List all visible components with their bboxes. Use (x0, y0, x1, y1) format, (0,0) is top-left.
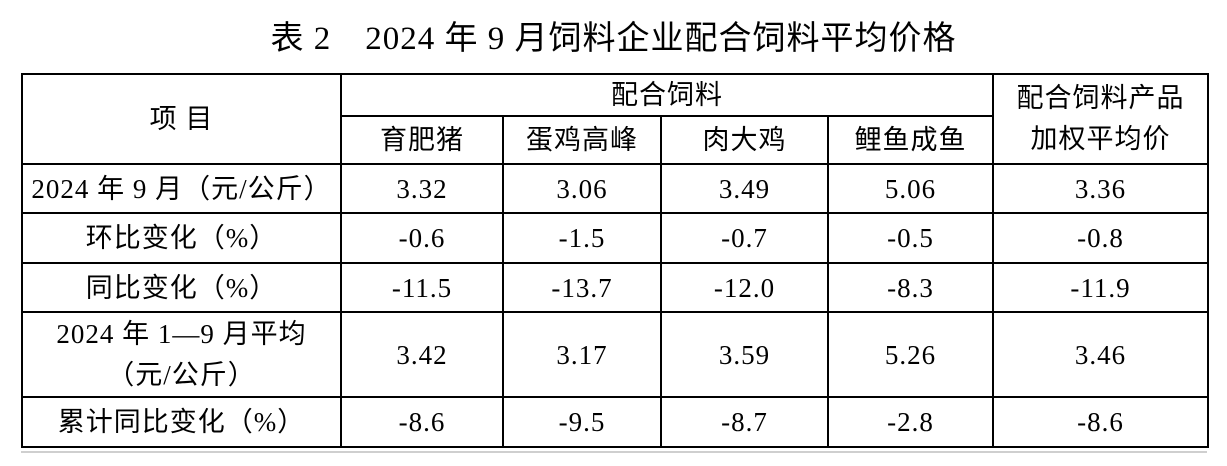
header-peak-laying-hen: 蛋鸡高峰 (502, 115, 662, 165)
cell-value: 5.06 (827, 163, 994, 214)
cell-value: 3.17 (502, 311, 662, 398)
table-title: 表 2 2024 年 9 月饲料企业配合饲料平均价格 (270, 21, 957, 57)
table-row-jan-sep-average: 2024 年 1—9 月平均 （元/公斤） 3.42 3.17 3.59 5.2… (21, 311, 1209, 398)
table-row-mom-change: 环比变化（%） -0.6 -1.5 -0.7 -0.5 -0.8 (21, 212, 1209, 264)
cell-value: -0.6 (340, 212, 504, 264)
header-adult-carp: 鲤鱼成鱼 (827, 115, 994, 165)
cell-value: 3.59 (660, 311, 829, 398)
cell-value: 3.42 (340, 311, 504, 398)
cell-value: -8.3 (827, 262, 994, 313)
header-weighted-average: 配合饲料产品 加权平均价 (992, 73, 1209, 165)
cell-value: -11.5 (340, 262, 504, 313)
header-compound-feed: 配合饲料 (340, 73, 994, 117)
cell-value: 3.36 (992, 163, 1209, 214)
cell-value: -8.7 (660, 396, 829, 448)
header-fattening-pig: 育肥猪 (340, 115, 504, 165)
cell-value: 5.26 (827, 311, 994, 398)
header-row-group: 项 目 配合饲料 配合饲料产品 加权平均价 (21, 73, 1209, 165)
cell-value: -0.8 (992, 212, 1209, 264)
cell-value: 3.46 (992, 311, 1209, 398)
table-row-cumulative-yoy-change: 累计同比变化（%） -8.6 -9.5 -8.7 -2.8 -8.6 (21, 396, 1209, 448)
row-label: 2024 年 9 月（元/公斤） (21, 163, 342, 214)
header-row-subcategories: 育肥猪 蛋鸡高峰 肉大鸡 鲤鱼成鱼 (22, 115, 1208, 165)
header-meat-chicken: 肉大鸡 (660, 115, 829, 165)
row-label: 环比变化（%） (21, 212, 342, 264)
header-weighted-average-line2: 加权平均价 (1030, 124, 1171, 154)
feed-price-table: 项 目 配合饲料 配合饲料产品 加权平均价 育肥猪 蛋鸡高峰 肉大鸡 鲤鱼成鱼 … (21, 73, 1209, 448)
cell-value: 3.06 (502, 163, 662, 214)
cell-value: -12.0 (660, 262, 829, 313)
header-item: 项 目 (21, 73, 342, 165)
table-row-yoy-change: 同比变化（%） -11.5 -13.7 -12.0 -8.3 -11.9 (21, 262, 1209, 313)
cell-value: -9.5 (502, 396, 662, 448)
cell-value: -0.7 (660, 212, 829, 264)
cell-value: -13.7 (502, 262, 662, 313)
row-label: 同比变化（%） (21, 262, 342, 313)
cell-value: 3.49 (660, 163, 829, 214)
cell-value: -1.5 (502, 212, 662, 264)
row-label-line1: 2024 年 1—9 月平均 (56, 318, 307, 349)
cropped-next-border-artifact (21, 451, 1207, 453)
cell-value: -2.8 (827, 396, 994, 448)
row-label: 累计同比变化（%） (21, 396, 342, 448)
header-weighted-average-line1: 配合饲料产品 (1016, 83, 1185, 113)
cell-value: -8.6 (992, 396, 1209, 448)
table-row-sep-2024-price: 2024 年 9 月（元/公斤） 3.32 3.06 3.49 5.06 3.3… (21, 163, 1209, 214)
cell-value: -8.6 (340, 396, 504, 448)
row-label: 2024 年 1—9 月平均 （元/公斤） (21, 311, 342, 398)
cell-value: -0.5 (827, 212, 994, 264)
cell-value: -11.9 (992, 262, 1209, 313)
row-label-line2: （元/公斤） (107, 359, 256, 390)
cell-value: 3.32 (340, 163, 504, 214)
